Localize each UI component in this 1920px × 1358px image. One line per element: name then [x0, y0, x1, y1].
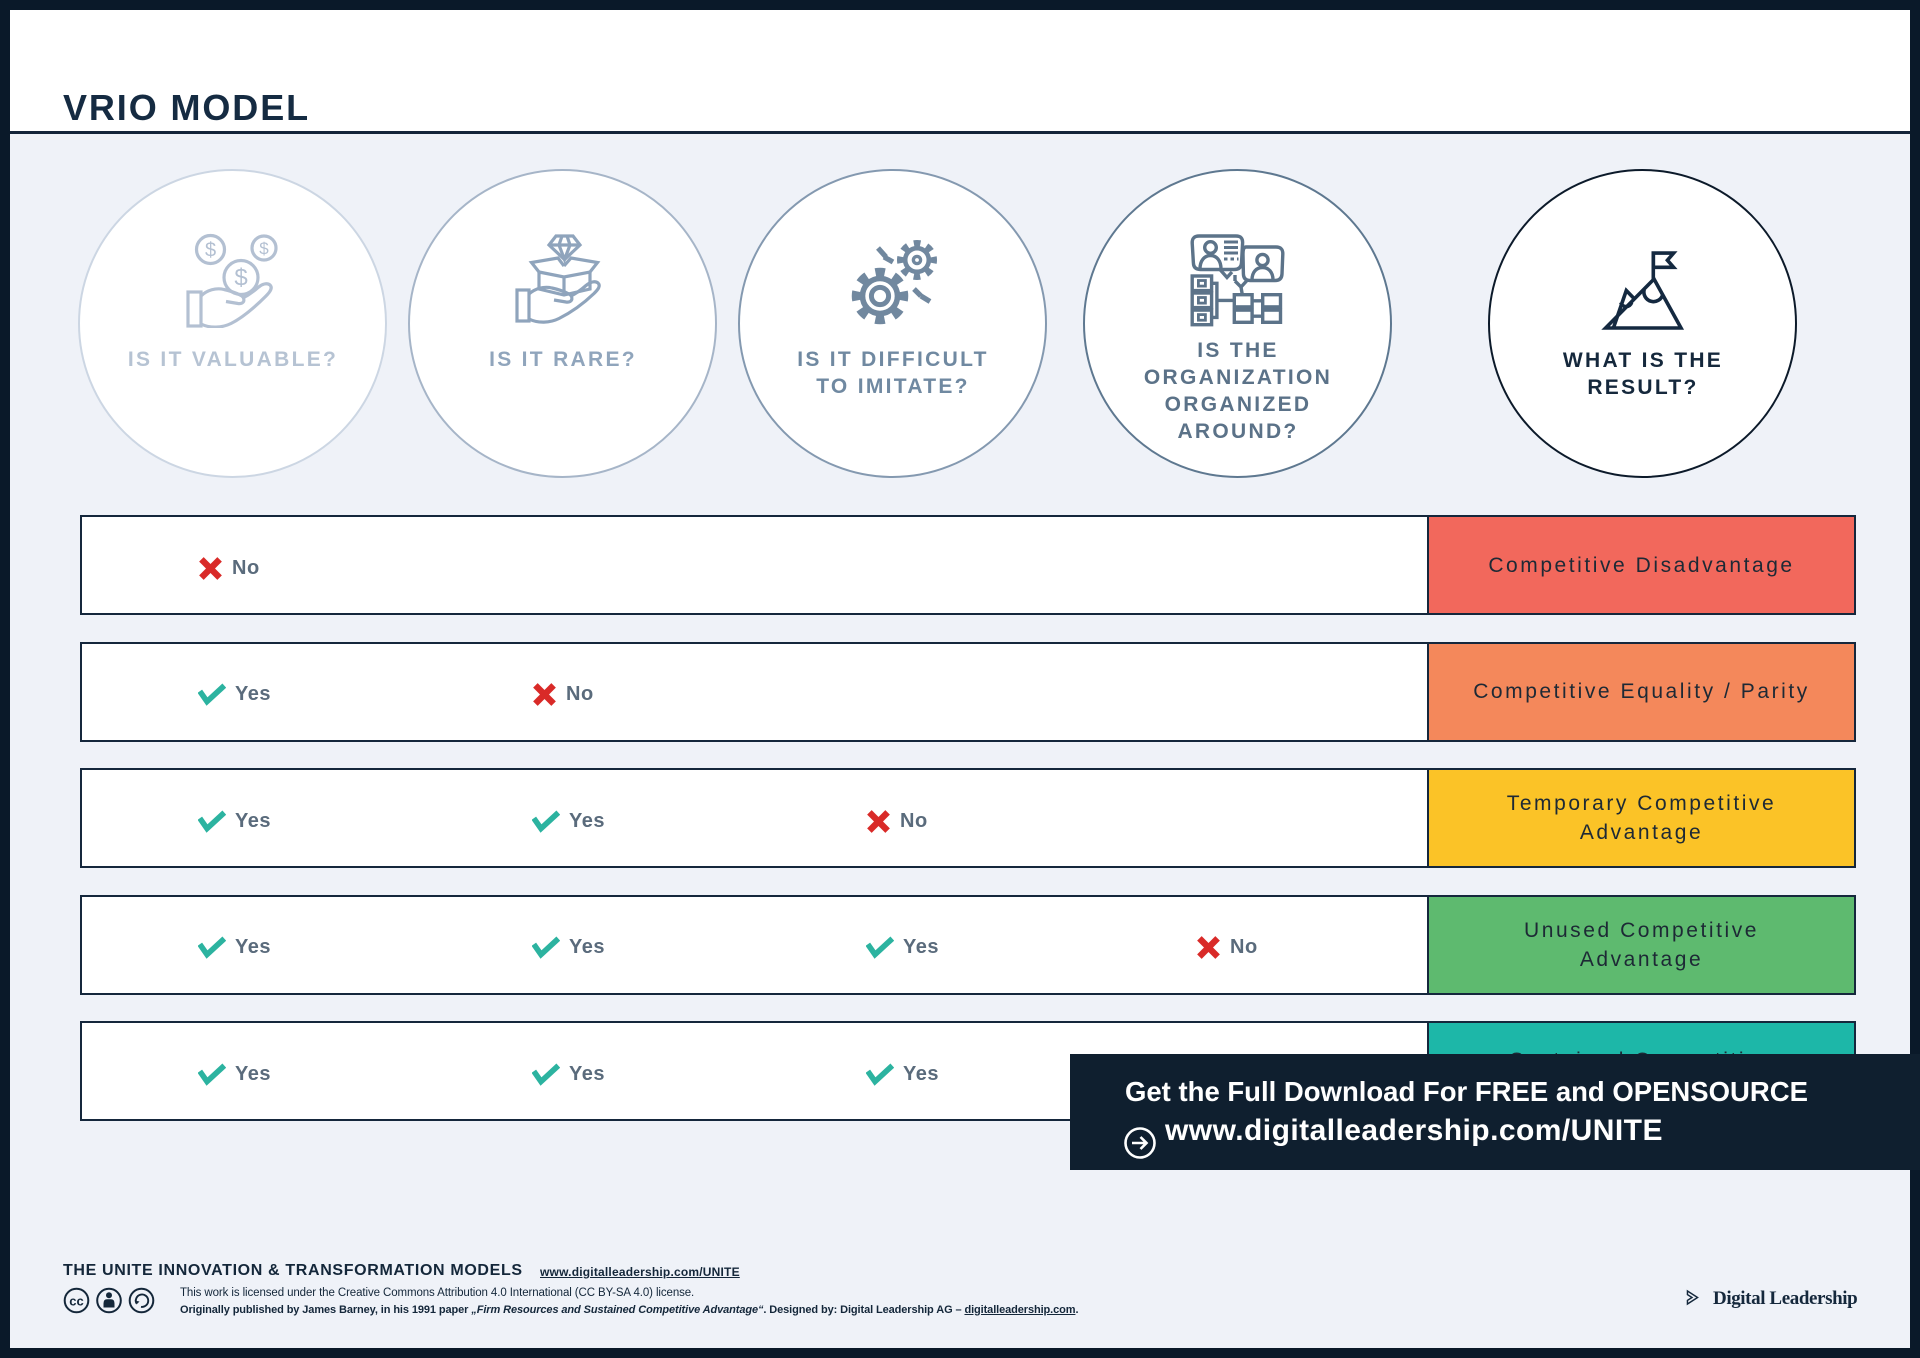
svg-text:$: $: [234, 265, 247, 292]
svg-text:$: $: [205, 240, 216, 262]
svg-text:cc: cc: [69, 1293, 83, 1308]
svg-text:$: $: [259, 239, 269, 258]
